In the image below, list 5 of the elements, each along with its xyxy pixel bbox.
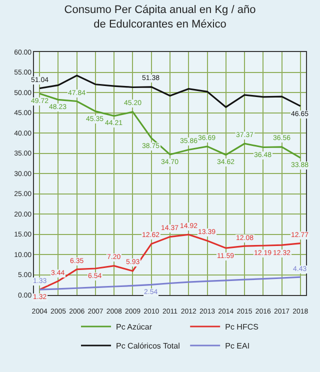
chart-title: Consumo Per Cápita anual en Kg / año de Edulcorantes en México <box>64 4 256 30</box>
legend-label: Pc EAI <box>225 342 250 351</box>
legend-label: Pc Calóricos Total <box>116 342 180 351</box>
legend-label: Pc HFCS <box>225 322 258 332</box>
legend-label: Pc Azúcar <box>116 322 152 332</box>
